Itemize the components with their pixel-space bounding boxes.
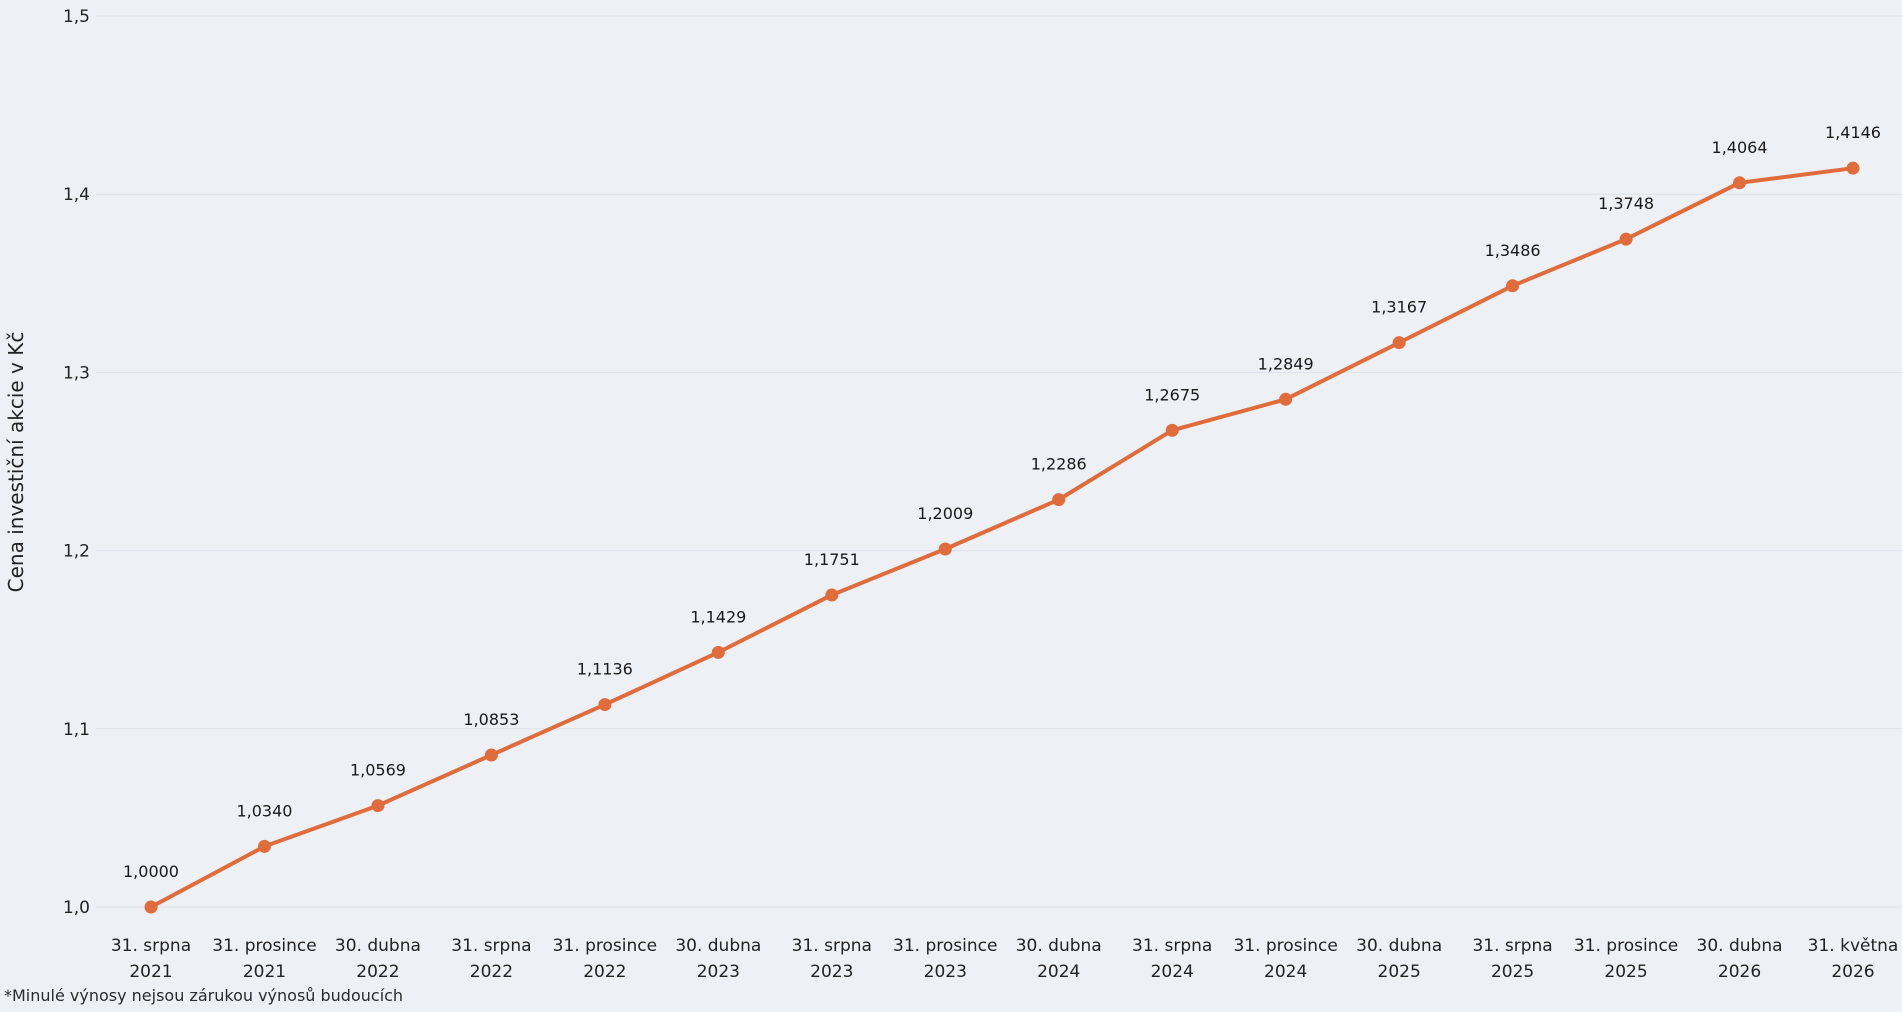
x-tick-label: 30. dubna 2022 — [335, 936, 421, 982]
data-label: 1,1136 — [577, 660, 633, 679]
y-tick-label: 1,5 — [63, 7, 90, 27]
data-point — [825, 588, 839, 602]
data-point — [711, 645, 725, 659]
x-tick-label: 31. srpna 2023 — [792, 936, 872, 982]
x-tick-label-line: 31. srpna — [792, 936, 872, 956]
x-tick-label-line: 2024 — [1037, 962, 1080, 982]
data-label: 1,2286 — [1031, 455, 1087, 474]
data-label: 1,0000 — [123, 862, 179, 881]
x-tick-label: 30. dubna 2025 — [1356, 936, 1442, 982]
x-tick-label: 30. dubna 2023 — [675, 936, 761, 982]
x-tick-label-line: 31. prosince — [212, 936, 316, 956]
gridlines — [96, 15, 1902, 908]
x-tick-label: 31. prosince 2022 — [553, 936, 657, 982]
x-tick-label-line: 31. prosince — [893, 936, 997, 956]
data-point — [371, 799, 385, 813]
data-point — [144, 900, 158, 914]
x-tick-label-line: 2023 — [810, 962, 853, 982]
data-point — [1846, 161, 1860, 175]
x-tick-label-line: 2023 — [697, 962, 740, 982]
x-tick-label-line: 31. května — [1808, 936, 1899, 956]
x-tick-label-line: 30. dubna — [335, 936, 421, 956]
x-tick-label: 31. srpna 2022 — [451, 936, 531, 982]
data-point — [1733, 176, 1747, 190]
y-axis-title: Cena investiční akcie v Kč — [4, 332, 28, 593]
y-tick-label: 1,2 — [63, 542, 90, 562]
data-label: 1,2675 — [1144, 385, 1200, 404]
data-point — [257, 839, 271, 853]
x-tick-label: 31. srpna 2021 — [111, 936, 191, 982]
data-label: 1,1429 — [690, 607, 746, 626]
data-label: 1,2009 — [917, 504, 973, 523]
data-point — [598, 698, 612, 712]
data-label: 1,1751 — [804, 550, 860, 569]
x-tick-label-line: 30. dubna — [675, 936, 761, 956]
x-tick-label: 31. prosince 2023 — [893, 936, 997, 982]
data-point — [938, 542, 952, 556]
x-tick-label-line: 2025 — [1378, 962, 1421, 982]
x-tick-label: 31. srpna 2025 — [1472, 936, 1552, 982]
x-tick-label-line: 31. prosince — [553, 936, 657, 956]
data-label: 1,3167 — [1371, 298, 1427, 317]
x-tick-label-line: 2026 — [1831, 962, 1874, 982]
y-tick-label: 1,0 — [63, 898, 90, 918]
data-point — [1392, 336, 1406, 350]
data-label: 1,4064 — [1712, 138, 1768, 157]
data-point — [1279, 392, 1293, 406]
x-tick-label-line: 2024 — [1264, 962, 1307, 982]
series-layer — [144, 161, 1860, 914]
x-tick-label-line: 2022 — [470, 962, 513, 982]
x-tick-label-line: 2023 — [924, 962, 967, 982]
data-point — [1619, 232, 1633, 246]
x-tick-label-line: 31. srpna — [1472, 936, 1552, 956]
data-labels: 1,0000 1,0340 1,0569 1,0853 1,1136 1,1429 1,17… — [123, 123, 1881, 881]
x-tick-label-line: 31. srpna — [1132, 936, 1212, 956]
data-point — [1165, 423, 1179, 437]
x-tick-label: 30. dubna 2024 — [1016, 936, 1102, 982]
x-tick-label: 31. prosince 2021 — [212, 936, 316, 982]
x-tick-label-line: 2022 — [356, 962, 399, 982]
x-tick-label: 30. dubna 2026 — [1697, 936, 1783, 982]
x-tick-label: 31. srpna 2024 — [1132, 936, 1212, 982]
data-point — [484, 748, 498, 762]
x-tick-label-line: 2021 — [129, 962, 172, 982]
data-label: 1,4146 — [1825, 123, 1881, 142]
x-tick-label: 31. května 2026 — [1808, 936, 1899, 982]
disclaimer-footnote: *Minulé výnosy nejsou zárukou výnosů bud… — [4, 986, 404, 1005]
y-tick-label: 1,1 — [63, 720, 90, 740]
x-tick-label-line: 2022 — [583, 962, 626, 982]
x-tick-label-line: 30. dubna — [1697, 936, 1783, 956]
x-axis: 31. srpna 2021 31. prosince 2021 30. dubna 20… — [111, 936, 1898, 982]
x-tick-label-line: 2026 — [1718, 962, 1761, 982]
data-point — [1506, 279, 1520, 293]
x-tick-label-line: 30. dubna — [1356, 936, 1442, 956]
data-label: 1,0853 — [463, 710, 519, 729]
x-tick-label-line: 31. prosince — [1233, 936, 1337, 956]
x-tick-label-line: 31. prosince — [1574, 936, 1678, 956]
series-line — [149, 166, 1855, 909]
x-tick-label-line: 31. srpna — [111, 936, 191, 956]
x-tick-label-line: 2021 — [243, 962, 286, 982]
x-tick-label-line: 2025 — [1491, 962, 1534, 982]
x-tick-label: 31. prosince 2024 — [1233, 936, 1337, 982]
data-point — [1052, 493, 1066, 507]
data-label: 1,0569 — [350, 761, 406, 780]
data-label: 1,2849 — [1258, 354, 1314, 373]
x-tick-label-line: 30. dubna — [1016, 936, 1102, 956]
y-tick-label: 1,4 — [63, 185, 90, 205]
y-axis: 1,0 1,1 1,2 1,3 1,4 1,5 — [63, 7, 90, 918]
data-label: 1,3486 — [1485, 241, 1541, 260]
x-tick-label-line: 2024 — [1151, 962, 1194, 982]
x-tick-label: 31. prosince 2025 — [1574, 936, 1678, 982]
data-label: 1,0340 — [236, 801, 292, 820]
x-tick-label-line: 2025 — [1604, 962, 1647, 982]
y-tick-label: 1,3 — [63, 363, 90, 383]
x-tick-label-line: 31. srpna — [451, 936, 531, 956]
data-label: 1,3748 — [1598, 194, 1654, 213]
